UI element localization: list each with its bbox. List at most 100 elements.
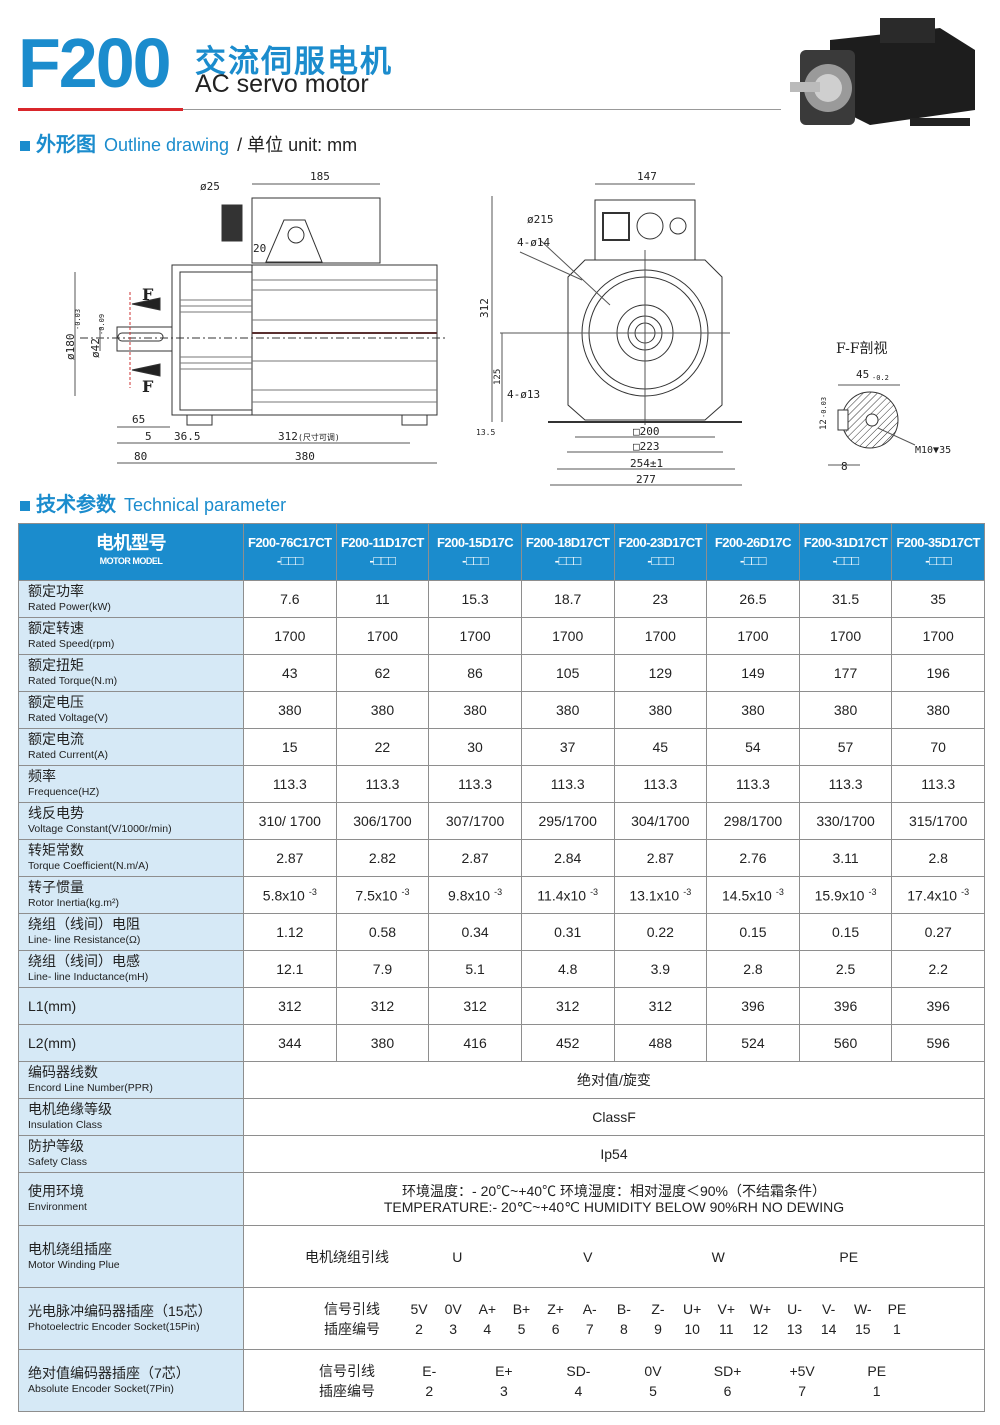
- table-cell: 45: [613, 728, 708, 766]
- cell-value: 43: [282, 665, 298, 681]
- row-label-en: Motor Winding Plue: [28, 1258, 120, 1271]
- span-text: TEMPERATURE:- 20℃~+40℃ HUMIDITY BELOW 90…: [383, 1199, 845, 1215]
- cell-value: 15: [282, 739, 298, 755]
- pin-number: 1: [872, 1382, 881, 1399]
- table-cell: 380: [335, 691, 430, 729]
- pin-signal: 0V: [444, 1300, 462, 1317]
- row-label-cn: L1(mm): [28, 998, 77, 1014]
- pin-signal: U-: [787, 1300, 802, 1317]
- table-cell: 307/1700: [428, 802, 522, 840]
- cell-exponent: -3: [868, 886, 877, 897]
- cell-value: 488: [648, 1035, 672, 1051]
- pin-signal: V: [583, 1248, 593, 1265]
- cell-value: 9.8x10: [448, 887, 491, 904]
- table-cell: 2.8: [706, 950, 800, 988]
- dim-5: 5: [145, 430, 152, 443]
- table-cell: 18.7: [520, 580, 615, 618]
- spec-table: 电机型号 MOTOR MODEL F200-76C17CT -□□□ F200-11D…: [18, 523, 985, 1412]
- row-label-en: Absolute Encoder Socket(7Pin): [28, 1382, 174, 1395]
- outline-drawing: 185 ø25 20 F F ø180 -0.03 ø42 -0.09 65 5…: [64, 170, 951, 486]
- table-cell: 62: [335, 654, 430, 692]
- row-label: 额定功率 Rated Power(kW): [18, 580, 244, 618]
- table-row: 转矩常数 Torque Coefficient(N.m/A) 2.87 2.82 2.8…: [18, 839, 985, 877]
- table-cell: 596: [891, 1024, 985, 1062]
- pin-signal: A-: [582, 1300, 597, 1317]
- cell-value: 177: [833, 665, 858, 681]
- cell-value: 312: [370, 998, 395, 1014]
- table-cell: 9.8x10 -3: [428, 876, 522, 914]
- cell-value: 0.34: [461, 924, 489, 940]
- table-cell: 31.5: [798, 580, 893, 618]
- table-row: 线反电势 Voltage Constant(V/1000r/min) 310/ 17…: [18, 802, 985, 840]
- table-cell: 113.3: [613, 765, 708, 803]
- table-cell: 113.3: [706, 765, 800, 803]
- row-label: 额定电流 Rated Current(A): [18, 728, 244, 766]
- pin-signal: SD-: [566, 1362, 591, 1379]
- dim-d215: ø215: [527, 213, 554, 226]
- table-cell: 15: [243, 728, 337, 766]
- cell-value: 312: [556, 998, 580, 1014]
- table-row-absolute: 绝对值编码器插座（7芯） Absolute Encoder Socket(7Pin…: [18, 1349, 985, 1412]
- cell-value: 1700: [459, 628, 491, 644]
- row-label-cn: 编码器线数: [28, 1064, 98, 1080]
- model-suffix: -□□□: [739, 553, 766, 568]
- pin-signal: E-: [422, 1362, 437, 1379]
- section-view: [828, 384, 916, 466]
- cell-value: 1700: [274, 628, 306, 644]
- table-cell: 312: [428, 987, 522, 1025]
- cell-value: 113.3: [272, 776, 307, 792]
- table-row: 转子惯量 Rotor Inertia(kg.m²) 5.8x10 -3 7.5x10 -3…: [18, 876, 985, 914]
- table-cell: 1700: [798, 617, 893, 655]
- cell-value: 1700: [922, 628, 954, 644]
- dim-d42-tol: -0.09: [98, 314, 106, 335]
- row-label-cn: 防护等级: [28, 1138, 84, 1154]
- cell-exponent: -3: [775, 886, 784, 897]
- row-label-cn: 绝对值编码器插座（7芯）: [28, 1364, 190, 1381]
- model-column-header: F200-26D17C -□□□: [706, 523, 800, 581]
- table-cell: 86: [428, 654, 522, 692]
- model-column-header: F200-31D17CT -□□□: [798, 523, 893, 581]
- cell-value: 396: [741, 998, 765, 1014]
- pin-signal: V-: [822, 1300, 836, 1317]
- table-cell: 2.5: [798, 950, 893, 988]
- absolute-pins: 信号引线 E- E+ SD- 0V SD+ +5V PE 插座编号 2 3 4 5 6 7 1: [243, 1349, 985, 1412]
- table-cell: 2.87: [613, 839, 708, 877]
- pin-signal: PE: [867, 1362, 887, 1379]
- pin-label: 信号引线: [324, 1300, 380, 1317]
- pin-signal: E+: [495, 1362, 513, 1379]
- table-cell: 312: [520, 987, 615, 1025]
- cell-value: 3.11: [832, 850, 859, 866]
- table-cell: 7.5x10 -3: [335, 876, 430, 914]
- row-label-cn: 绕组（线间）电感: [28, 953, 140, 969]
- cell-value: 5.8x10: [262, 887, 305, 904]
- cell-value: 70: [930, 739, 946, 755]
- pin-signal: SD+: [713, 1362, 742, 1379]
- table-cell: 11: [335, 580, 430, 618]
- cell-value: 380: [370, 702, 395, 718]
- table-cell: 396: [706, 987, 800, 1025]
- table-cell: 5.8x10 -3: [243, 876, 337, 914]
- model-column-header: F200-11D17CT -□□□: [335, 523, 430, 581]
- table-cell: 380: [428, 691, 522, 729]
- table-cell: 37: [520, 728, 615, 766]
- cell-value: 1700: [829, 628, 862, 644]
- model-column-header: F200-76C17CT -□□□: [243, 523, 337, 581]
- table-cell: 2.2: [891, 950, 985, 988]
- table-cell: 3.11: [798, 839, 893, 877]
- cell-value: 560: [833, 1035, 858, 1051]
- row-label-en: Voltage Constant(V/1000r/min): [28, 823, 172, 835]
- row-label: 编码器线数 Encord Line Number(PPR): [18, 1061, 244, 1099]
- dim-adjustable-note: (尺寸可调): [298, 432, 340, 442]
- section-mark-f: F: [142, 377, 154, 396]
- pin-signal: Z-: [651, 1300, 665, 1317]
- table-cell: 15.9x10 -3: [798, 876, 893, 914]
- cell-value: 2.2: [928, 961, 948, 977]
- header-en: MOTOR MODEL: [99, 556, 163, 566]
- table-cell: 129: [613, 654, 708, 692]
- row-label-cn: 线反电势: [28, 805, 84, 821]
- table-cell: 488: [613, 1024, 708, 1062]
- cell-value: 0.22: [646, 924, 674, 940]
- table-cell: 380: [798, 691, 893, 729]
- row-label-cn: 额定电流: [28, 731, 84, 747]
- row-label-cn: 使用环境: [28, 1183, 84, 1199]
